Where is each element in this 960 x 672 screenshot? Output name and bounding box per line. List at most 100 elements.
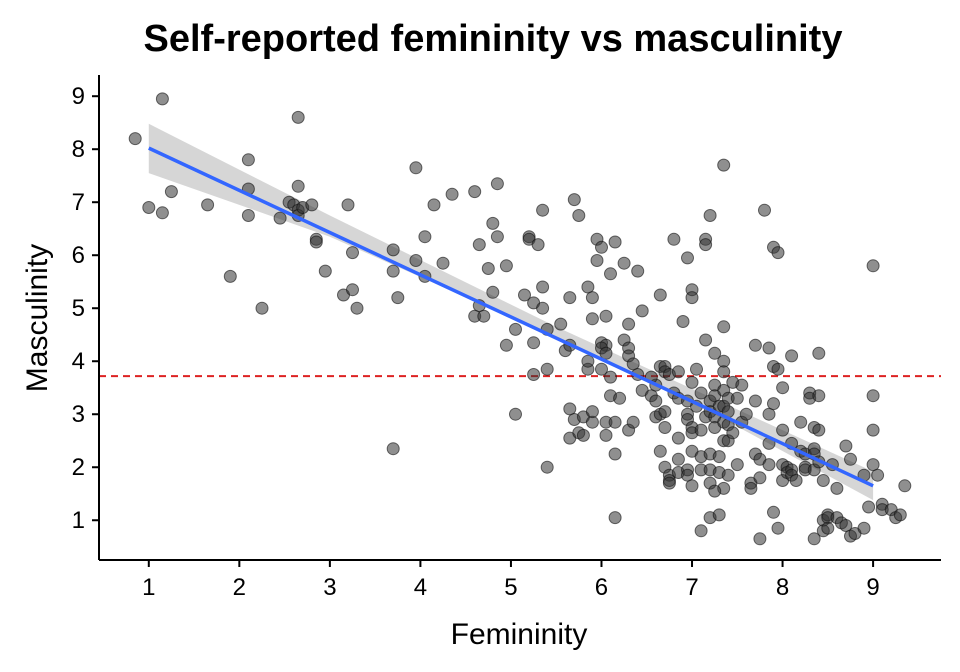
data-point	[486, 216, 500, 230]
data-point	[590, 254, 604, 267]
data-point	[599, 428, 613, 442]
data-point	[857, 521, 871, 535]
data-point	[255, 301, 269, 315]
x-tick-label: 7	[685, 574, 698, 601]
y-tick-label: 1	[72, 507, 85, 534]
data-point	[730, 391, 744, 405]
data-point	[599, 346, 613, 360]
data-point	[241, 209, 255, 222]
data-point	[789, 474, 803, 487]
data-point	[599, 309, 613, 323]
x-axis-label: Femininity	[451, 618, 588, 651]
data-point	[581, 354, 595, 368]
data-point	[671, 431, 685, 445]
data-point	[839, 439, 853, 453]
data-point	[816, 474, 830, 487]
data-point	[771, 362, 785, 376]
data-point	[490, 230, 504, 244]
data-point	[748, 394, 762, 408]
data-point	[617, 256, 631, 270]
data-point	[128, 132, 142, 146]
data-point	[164, 185, 178, 199]
data-point	[717, 365, 731, 379]
data-point	[273, 211, 287, 225]
data-point	[518, 288, 531, 302]
data-point	[536, 280, 550, 294]
data-point	[486, 285, 500, 299]
data-point	[318, 264, 332, 278]
data-point	[445, 187, 459, 201]
data-point	[608, 235, 622, 249]
y-axis-label: Masculinity	[21, 244, 54, 392]
data-point	[785, 349, 799, 363]
data-point	[703, 209, 717, 222]
data-point	[604, 267, 617, 281]
x-tick-label: 3	[323, 574, 336, 601]
data-point	[721, 468, 735, 482]
y-tick-label: 9	[72, 83, 85, 110]
plot-area	[99, 92, 941, 546]
data-point	[712, 508, 726, 522]
data-point	[735, 378, 749, 392]
data-point	[527, 368, 541, 381]
data-point	[585, 291, 599, 305]
data-point	[794, 415, 808, 429]
data-point	[685, 479, 699, 493]
chart-title: Self-reported femininity vs masculinity	[144, 18, 843, 60]
data-point	[540, 460, 554, 474]
x-tick-label: 8	[776, 574, 789, 601]
data-point	[753, 471, 767, 485]
y-tick-label: 2	[72, 454, 85, 481]
data-point	[477, 309, 491, 323]
fit-line	[148, 146, 874, 488]
data-point	[201, 198, 215, 212]
data-point	[576, 428, 590, 442]
x-tick-label: 1	[142, 574, 155, 601]
y-tick-label: 6	[72, 242, 85, 269]
data-point	[509, 407, 522, 421]
data-point	[608, 415, 622, 429]
confidence-band	[148, 123, 874, 501]
data-point	[812, 346, 826, 360]
data-point	[744, 481, 758, 495]
data-point	[753, 532, 767, 546]
data-point	[812, 423, 826, 437]
data-point	[699, 333, 713, 347]
data-point	[527, 336, 541, 350]
data-point	[490, 177, 504, 191]
data-point	[499, 259, 513, 273]
data-point	[812, 389, 826, 403]
data-point	[481, 262, 495, 275]
data-point	[468, 185, 482, 199]
data-point	[341, 198, 355, 212]
data-point	[531, 238, 545, 252]
data-point	[472, 238, 486, 252]
data-point	[142, 201, 156, 214]
data-point	[608, 447, 622, 461]
data-point	[699, 238, 713, 252]
data-point	[595, 362, 608, 376]
points-layer	[128, 92, 912, 546]
x-tick-label: 5	[504, 574, 517, 601]
data-point	[866, 259, 880, 273]
data-point	[604, 370, 617, 384]
data-point	[223, 269, 237, 283]
data-point	[572, 209, 586, 222]
data-point	[671, 452, 685, 466]
x-tick-label: 4	[414, 574, 427, 601]
data-point	[346, 246, 359, 260]
data-point	[771, 521, 785, 535]
y-tick-label: 3	[72, 401, 85, 428]
data-point	[690, 362, 703, 376]
data-point	[726, 426, 740, 440]
x-tick-label: 6	[595, 574, 608, 601]
data-point	[667, 232, 681, 246]
x-tick-label: 9	[866, 574, 879, 601]
data-point	[658, 421, 672, 434]
data-point	[685, 375, 699, 389]
data-point	[409, 254, 423, 267]
data-point	[631, 264, 645, 278]
data-point	[658, 405, 672, 419]
data-point	[685, 291, 699, 305]
